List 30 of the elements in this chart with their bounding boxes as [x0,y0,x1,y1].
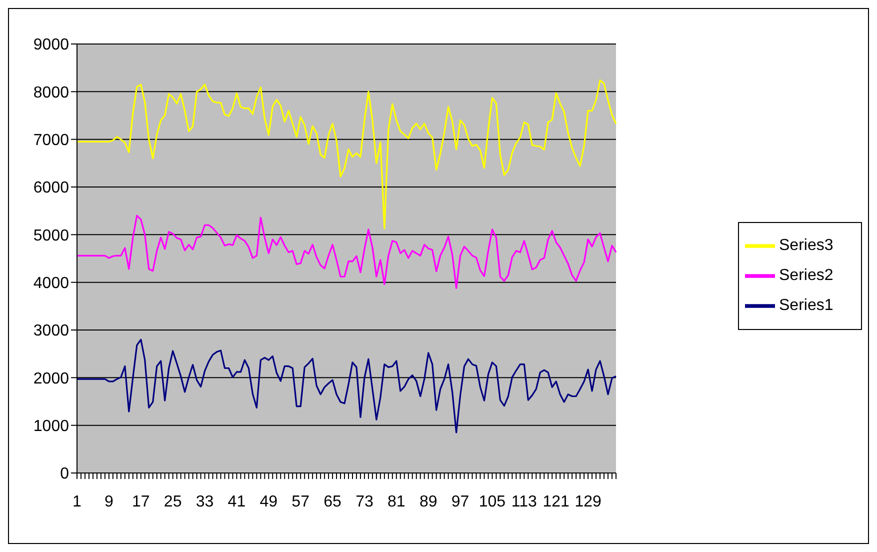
y-tick-label: 6000 [33,180,70,197]
y-tick-label: 9000 [33,36,70,54]
y-tick-label: 8000 [33,84,70,102]
x-tick-label: 25 [164,493,182,510]
legend-label: Series2 [779,267,834,284]
x-tick-label: 89 [419,493,438,510]
x-tick-label: 121 [542,493,570,510]
y-tick-label: 5000 [33,227,70,244]
x-tick-label: 73 [356,493,374,510]
x-tick-label: 113 [511,493,538,510]
x-tick-label: 41 [228,493,246,510]
legend-label: Series1 [779,297,834,314]
y-tick-label: 3000 [33,322,70,340]
x-tick-label: 17 [132,493,150,510]
x-tick-label: 57 [292,493,310,510]
y-tick-label: 2000 [33,370,70,388]
y-tick-label: 7000 [33,132,70,150]
x-tick-label: 81 [388,493,406,510]
x-tick-label: 105 [478,493,506,510]
x-tick-label: 97 [451,493,470,510]
y-tick-label: 1000 [33,418,70,436]
x-tick-label: 33 [196,493,214,510]
x-tick-label: 129 [574,493,602,510]
x-tick-label: 49 [260,493,278,510]
legend-label: Series3 [779,237,834,254]
x-tick-label: 65 [324,493,342,510]
x-tick-label: 1 [72,493,82,510]
x-tick-label: 9 [104,493,114,510]
y-tick-label: 4000 [33,275,70,292]
y-tick-label: 0 [60,466,70,483]
